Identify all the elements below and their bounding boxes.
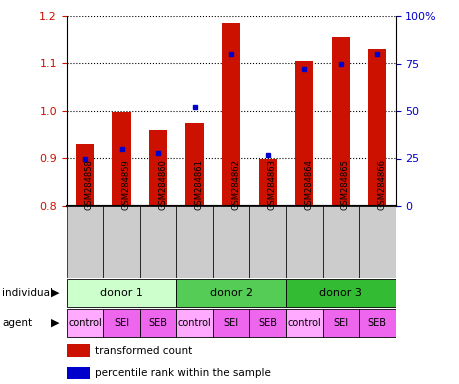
- Text: ▶: ▶: [51, 288, 60, 298]
- Bar: [258, 159, 276, 206]
- Text: donor 3: donor 3: [319, 288, 361, 298]
- Text: GSM284858: GSM284858: [85, 159, 94, 210]
- Bar: [140, 206, 176, 278]
- Bar: [249, 309, 285, 338]
- Text: SEI: SEI: [114, 318, 129, 328]
- Bar: [176, 206, 213, 278]
- Bar: [185, 123, 203, 206]
- Bar: [213, 309, 249, 338]
- Bar: [285, 279, 395, 308]
- Bar: [249, 206, 285, 278]
- Bar: [112, 112, 130, 206]
- Text: control: control: [68, 318, 101, 328]
- Bar: [67, 309, 103, 338]
- Text: SEB: SEB: [148, 318, 167, 328]
- Bar: [367, 49, 386, 206]
- Text: GSM284866: GSM284866: [376, 159, 386, 210]
- Bar: [176, 279, 285, 308]
- Text: GSM284865: GSM284865: [340, 159, 349, 210]
- Text: SEI: SEI: [223, 318, 238, 328]
- Bar: [176, 309, 213, 338]
- Text: GSM284863: GSM284863: [267, 159, 276, 210]
- Bar: [358, 206, 395, 278]
- Bar: [67, 279, 176, 308]
- Text: SEB: SEB: [257, 318, 277, 328]
- Text: agent: agent: [2, 318, 32, 328]
- Bar: [322, 309, 358, 338]
- Text: donor 1: donor 1: [100, 288, 143, 298]
- Text: GSM284861: GSM284861: [194, 159, 203, 210]
- Bar: [149, 130, 167, 206]
- Bar: [67, 344, 90, 358]
- Text: individual: individual: [2, 288, 53, 298]
- Text: percentile rank within the sample: percentile rank within the sample: [95, 368, 270, 378]
- Bar: [103, 206, 140, 278]
- Text: SEB: SEB: [367, 318, 386, 328]
- Text: donor 2: donor 2: [209, 288, 252, 298]
- Text: GSM284864: GSM284864: [303, 159, 313, 210]
- Bar: [67, 366, 90, 379]
- Text: ▶: ▶: [51, 318, 60, 328]
- Text: GSM284860: GSM284860: [158, 159, 167, 210]
- Text: SEI: SEI: [332, 318, 347, 328]
- Text: transformed count: transformed count: [95, 346, 191, 356]
- Text: GSM284862: GSM284862: [230, 159, 240, 210]
- Bar: [285, 206, 322, 278]
- Bar: [103, 309, 140, 338]
- Bar: [67, 206, 103, 278]
- Bar: [331, 37, 349, 206]
- Bar: [285, 309, 322, 338]
- Bar: [213, 206, 249, 278]
- Bar: [222, 23, 240, 206]
- Text: control: control: [287, 318, 320, 328]
- Bar: [140, 309, 176, 338]
- Bar: [322, 206, 358, 278]
- Text: control: control: [177, 318, 211, 328]
- Bar: [295, 61, 313, 206]
- Text: GSM284859: GSM284859: [121, 159, 130, 210]
- Bar: [358, 309, 395, 338]
- Bar: [76, 144, 94, 206]
